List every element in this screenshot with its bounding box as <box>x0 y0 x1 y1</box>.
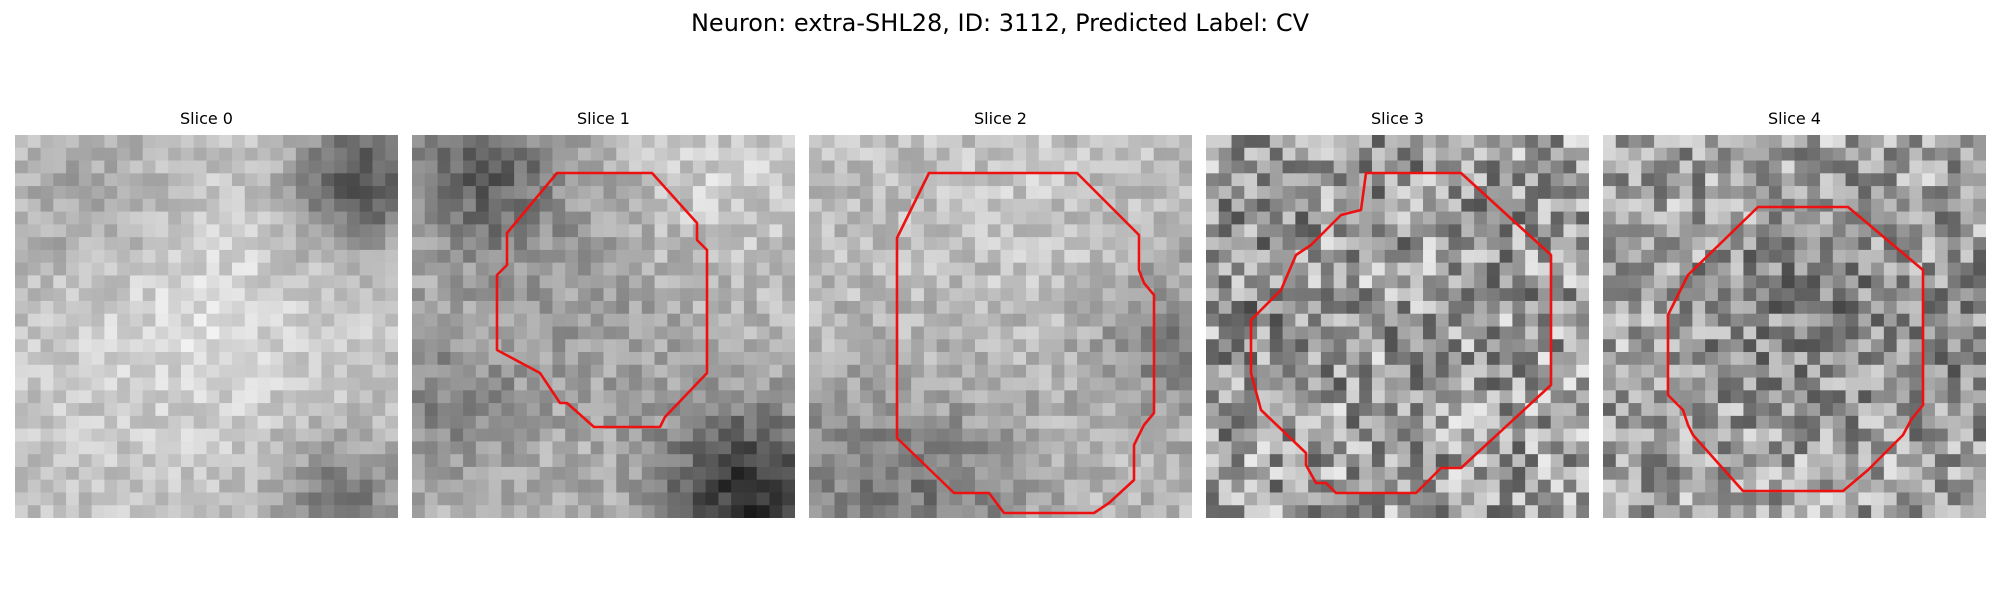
slice-panel-2: Slice 2 <box>809 108 1192 522</box>
slice-panel-3: Slice 3 <box>1206 108 1589 522</box>
slice-title-0: Slice 0 <box>180 109 233 128</box>
slice-image-3 <box>1206 135 1589 518</box>
figure-title: Neuron: extra-SHL28, ID: 3112, Predicted… <box>690 9 1310 37</box>
slice-title-3: Slice 3 <box>1371 109 1424 128</box>
slice-panel-0: Slice 0 <box>15 108 398 522</box>
slice-title-2: Slice 2 <box>974 109 1027 128</box>
slice-image-4 <box>1603 135 1986 518</box>
slice-title-1: Slice 1 <box>577 109 630 128</box>
slice-panel-1: Slice 1 <box>412 108 795 522</box>
cell-contour-3 <box>1249 171 1553 495</box>
slice-image-1 <box>412 135 795 518</box>
cell-contour-4 <box>1666 205 1925 493</box>
slice-image-2 <box>809 135 1192 518</box>
cell-contour-2 <box>895 171 1156 515</box>
cell-contour-1 <box>495 171 709 429</box>
slice-image-0 <box>15 135 398 518</box>
slice-panel-4: Slice 4 <box>1603 108 1986 522</box>
slice-title-4: Slice 4 <box>1768 109 1821 128</box>
